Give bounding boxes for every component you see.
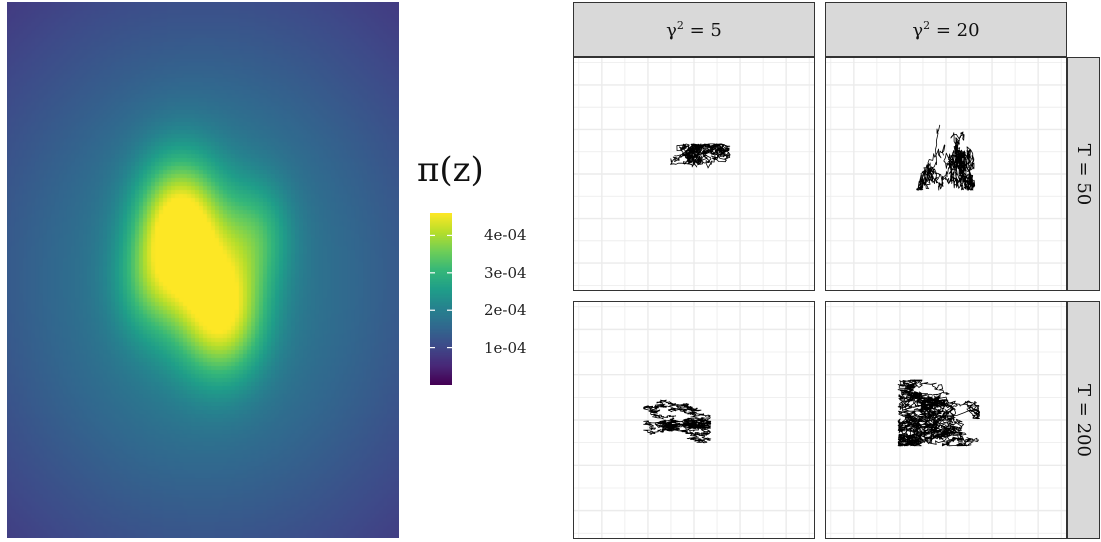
trajectory-panel-gamma5-T50 [573, 57, 815, 291]
trajectory-svg-0 [574, 58, 814, 290]
facet-row-strip-1: T = 200 [1067, 301, 1100, 539]
facet-column-label-0: γ2 = 5 [666, 18, 722, 41]
density-heatmap-canvas [7, 2, 399, 538]
facet-row-strip-0: T = 50 [1067, 57, 1100, 291]
trajectory-svg-1 [826, 58, 1066, 290]
legend-tick-label-2: 3e-04 [484, 263, 527, 282]
colorbar [430, 213, 452, 385]
facet-column-strip-1: γ2 = 20 [825, 2, 1067, 57]
legend-tick-label-3: 4e-04 [484, 226, 527, 245]
colorbar-legend: π(z) 1e-04 2e-04 3e-04 4e-04 [413, 150, 553, 400]
trajectory-path-0 [670, 143, 731, 169]
facet-column-strip-0: γ2 = 5 [573, 2, 815, 57]
trajectory-path-2 [643, 399, 712, 444]
legend-tick-label-1: 2e-04 [484, 301, 527, 320]
trajectory-panel-gamma5-T200 [573, 301, 815, 539]
trajectory-panel-gamma20-T200 [825, 301, 1067, 539]
colorbar-ticks [430, 234, 452, 349]
trajectory-svg-2 [574, 302, 814, 538]
trajectory-facet-grid: γ2 = 5 γ2 = 20 T = 50 T = 200 [573, 2, 1101, 540]
trajectory-path-3 [897, 379, 980, 447]
density-heatmap [7, 2, 399, 538]
facet-row-label-0: T = 50 [1073, 143, 1094, 205]
trajectory-svg-3 [826, 302, 1066, 538]
trajectory-path-1 [916, 124, 976, 191]
legend-tick-label-0: 1e-04 [484, 338, 527, 357]
legend-title: π(z) [417, 150, 484, 190]
trajectory-panel-gamma20-T50 [825, 57, 1067, 291]
facet-row-label-1: T = 200 [1073, 383, 1095, 457]
facet-column-label-1: γ2 = 20 [912, 18, 980, 41]
